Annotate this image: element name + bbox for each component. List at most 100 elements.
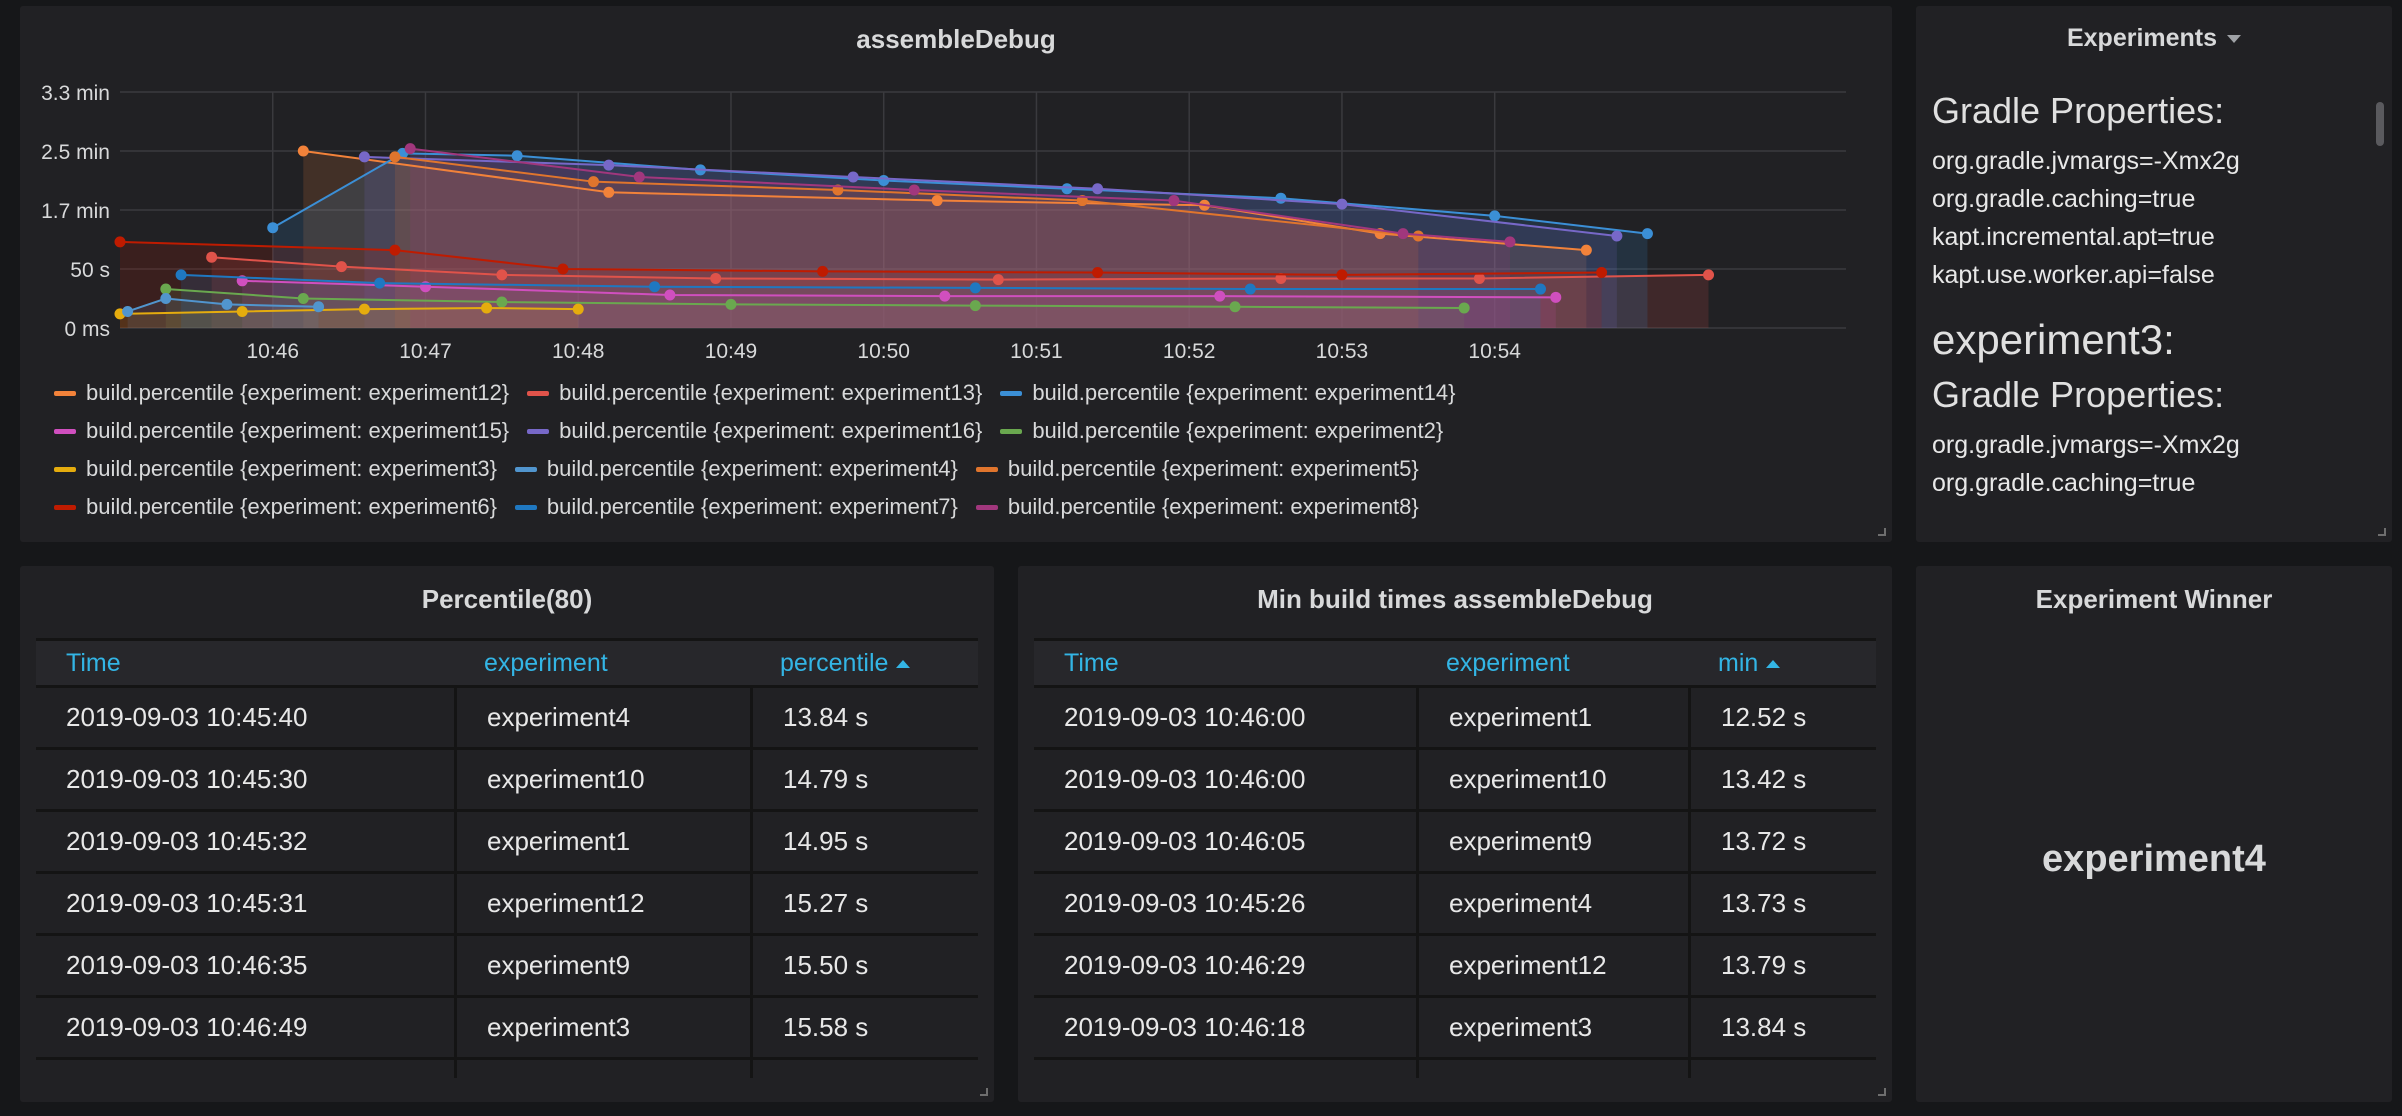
min-build-times-title[interactable]: Min build times assembleDebug xyxy=(1257,584,1653,614)
table-row: 2019-09-03 10:45:30 experiment10 14.79 s xyxy=(36,750,978,812)
legend-item[interactable]: build.percentile {experiment: experiment… xyxy=(975,494,1419,520)
data-point xyxy=(297,145,309,157)
table-cell: 15.50 s xyxy=(750,936,978,995)
series-area xyxy=(120,307,579,328)
chevron-down-icon[interactable] xyxy=(2227,35,2242,44)
chart[interactable]: 3.3 min 2.5 min 1.7 min 50 s 0 ms 10:46 10:47 1… xyxy=(20,6,1892,366)
data-point xyxy=(1092,267,1104,279)
table-cell: experiment9 xyxy=(1416,812,1688,871)
data-point xyxy=(1061,183,1073,195)
x-tick-label: 10:50 xyxy=(857,340,910,363)
legend-swatch xyxy=(514,504,537,510)
table-cell: 2019-09-03 10:45:31 xyxy=(66,888,308,918)
data-point xyxy=(1504,236,1516,248)
legend-item[interactable]: build.percentile {experiment: experiment… xyxy=(1000,380,1455,406)
experiments-content: Gradle Properties: org.gradle.jvmargs=-X… xyxy=(1932,90,2362,502)
legend-item[interactable]: build.percentile {experiment: experiment… xyxy=(514,494,958,520)
data-point xyxy=(496,269,508,281)
legend-item[interactable]: build.percentile {experiment: experiment… xyxy=(514,456,958,482)
legend-item[interactable]: build.percentile {experiment: experiment… xyxy=(975,456,1419,482)
column-header-label: Time xyxy=(66,648,121,677)
table-header: Time experiment percentile xyxy=(36,638,978,688)
data-point xyxy=(160,293,172,304)
column-header[interactable]: Time xyxy=(36,649,454,678)
series-line xyxy=(410,147,1511,243)
column-header[interactable]: experiment xyxy=(1416,649,1688,678)
data-point xyxy=(817,265,829,277)
series-line xyxy=(127,297,319,313)
legend-label: build.percentile {experiment: experiment… xyxy=(546,456,958,481)
column-header[interactable]: percentile xyxy=(750,649,978,678)
table-row: 2019-09-03 10:45:31 experiment12 15.27 s xyxy=(36,874,978,936)
data-point xyxy=(633,171,645,183)
legend-item[interactable]: build.percentile {experiment: experiment… xyxy=(1000,418,1443,444)
section-heading: Gradle Properties: xyxy=(1932,90,2225,131)
min-build-times-panel: Min build times assembleDebug Time experi… xyxy=(1018,566,1892,1102)
legend-item[interactable]: build.percentile {experiment: experiment… xyxy=(527,380,982,406)
legend-swatch xyxy=(527,390,550,396)
column-header[interactable]: Time xyxy=(1034,649,1416,678)
table-cell: 2019-09-03 10:46:05 xyxy=(1064,826,1306,856)
property-list: org.gradle.jvmargs=-Xmx2g org.gradle.cach… xyxy=(1932,142,2362,294)
legend-item[interactable]: build.percentile {experiment: experiment… xyxy=(54,380,509,406)
data-point xyxy=(725,298,737,310)
resize-handle[interactable] xyxy=(2378,528,2386,536)
table-cell xyxy=(1416,1060,1688,1078)
legend-item[interactable]: build.percentile {experiment: experiment… xyxy=(54,418,509,444)
table-cell xyxy=(36,1060,454,1078)
data-point xyxy=(1611,230,1623,242)
table-cell: 2019-09-03 10:46:18 xyxy=(1064,1012,1306,1042)
data-point xyxy=(710,272,722,284)
table-header: Time experiment min xyxy=(1034,638,1876,688)
column-header[interactable]: experiment xyxy=(454,649,750,678)
experiments-panel: Experiments Gradle Properties: org.gradl… xyxy=(1916,6,2392,542)
experiments-title[interactable]: Experiments xyxy=(1916,24,2392,53)
series-area xyxy=(272,153,1648,328)
data-point xyxy=(404,143,416,155)
property-list: org.gradle.jvmargs=-Xmx2g org.gradle.cach… xyxy=(1932,426,2362,502)
table-cell: 13.72 s xyxy=(1688,812,1876,871)
data-point xyxy=(847,171,859,183)
table-cell: experiment10 xyxy=(454,750,750,809)
data-point xyxy=(1535,283,1547,295)
scrollbar[interactable] xyxy=(2376,102,2384,146)
table-cell: 2019-09-03 10:46:29 xyxy=(1064,950,1306,980)
table-cell: experiment12 xyxy=(454,874,750,933)
data-point xyxy=(221,298,233,310)
table-row: 2019-09-03 10:45:40 experiment4 13.84 s xyxy=(36,688,978,750)
legend-item[interactable]: build.percentile {experiment: experiment… xyxy=(527,418,982,444)
data-point xyxy=(649,281,661,293)
legend-swatch xyxy=(975,504,998,510)
table-cell: experiment1 xyxy=(454,812,750,871)
graph-title[interactable]: assembleDebug xyxy=(856,24,1056,54)
percentile-title[interactable]: Percentile(80) xyxy=(421,584,593,614)
data-point xyxy=(389,244,401,256)
data-point xyxy=(511,150,523,162)
data-point xyxy=(496,296,508,308)
table-cell xyxy=(1688,1060,1876,1078)
percentile-table: Time experiment percentile 2019-09-03 10:45… xyxy=(36,638,978,1078)
resize-handle[interactable] xyxy=(1878,1088,1886,1096)
y-tick-label: 50 s xyxy=(70,259,110,282)
data-point xyxy=(664,289,676,301)
resize-handle[interactable] xyxy=(1878,528,1886,536)
series-area xyxy=(165,289,1465,328)
resize-handle[interactable] xyxy=(980,1088,988,1096)
table-cell: 2019-09-03 10:46:00 xyxy=(1064,764,1306,794)
column-header[interactable]: min xyxy=(1688,649,1876,678)
series-line xyxy=(211,256,1709,281)
table-row: 2019-09-03 10:45:26 experiment4 13.73 s xyxy=(1034,874,1876,936)
x-tick-label: 10:51 xyxy=(1010,340,1063,363)
data-point xyxy=(931,195,943,207)
legend-item[interactable]: build.percentile {experiment: experiment… xyxy=(54,494,497,520)
legend-item[interactable]: build.percentile {experiment: experiment… xyxy=(54,456,497,482)
table-cell xyxy=(750,1060,978,1078)
column-header-label: experiment xyxy=(1446,648,1570,677)
x-tick-label: 10:48 xyxy=(552,340,605,363)
legend-label: build.percentile {experiment: experiment… xyxy=(546,494,958,519)
y-tick-label: 2.5 min xyxy=(41,141,110,164)
winner-title[interactable]: Experiment Winner xyxy=(2035,584,2273,614)
table-row: 2019-09-03 10:45:32 experiment1 14.95 s xyxy=(36,812,978,874)
graph-panel: assembleDebug 3.3 min 2.5 min 1.7 min 50 s 0… xyxy=(20,6,1892,542)
data-point xyxy=(969,300,981,312)
